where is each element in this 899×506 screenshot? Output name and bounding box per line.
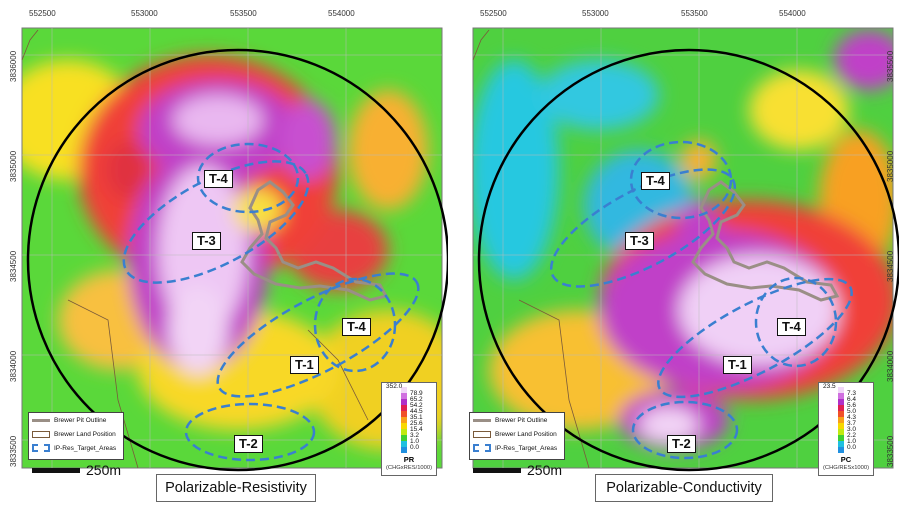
right-scale-label: 250m: [527, 462, 563, 478]
left-x-tick-3: 554000: [328, 9, 355, 18]
left-x-tick-0: 552500: [29, 9, 56, 18]
right-y-tick-3: 3834000: [886, 350, 895, 382]
right-target-label-t4-east: T-4: [777, 318, 806, 336]
conductivity-map: [472, 27, 899, 472]
legend-label-pit: Brewer Pit Outline: [495, 416, 548, 424]
right-cbar-tick-1: 7.3: [847, 390, 857, 397]
left-x-tick-1: 553000: [131, 9, 158, 18]
right-y-tick-2: 3834500: [886, 250, 895, 282]
right-cbar-tick-8: 2.2: [847, 432, 857, 439]
right-x-tick-1: 553000: [582, 9, 609, 18]
left-cbar-tick-7: 15.4: [410, 426, 423, 433]
right-y-tick-1: 3835000: [886, 150, 895, 182]
right-cbar-tick-0: 23.5: [823, 383, 836, 390]
right-cbar-units-title: PC: [840, 455, 852, 464]
left-cbar-tick-1: 78.9: [410, 390, 423, 397]
right-y-tick-4: 3833500: [886, 435, 895, 467]
right-cbar-tick-4: 5.0: [847, 408, 857, 415]
right-land-lines: [472, 29, 590, 469]
legend-label-land: Brewer Land Position: [495, 430, 557, 438]
right-y-tick-0: 3835500: [886, 50, 895, 82]
right-brewer-pit-outline: [691, 180, 840, 302]
right-cbar-tick-9: 1.0: [847, 438, 857, 445]
right-scale-bar-line: [473, 467, 521, 473]
pit-outline-swatch: [473, 418, 491, 422]
right-panel-title: Polarizable-Conductivity: [595, 474, 773, 502]
left-colorbar-ramp: [401, 387, 407, 453]
legend-item-pit-outline: Brewer Pit Outline: [29, 413, 123, 427]
right-cbar-tick-10: 0.0: [847, 444, 857, 451]
right-x-tick-0: 552500: [480, 9, 507, 18]
left-map-legend: Brewer Pit Outline Brewer Land Position …: [28, 412, 124, 460]
right-cbar-tick-6: 3.7: [847, 420, 857, 427]
left-map-panel: 552500 553000 553500 554000 3836000 3835…: [8, 0, 448, 506]
left-y-tick-1: 3835000: [9, 150, 18, 182]
left-target-label-t1: T-1: [290, 356, 319, 374]
right-colorbar: 23.5 7.3 6.4 5.6 5.0 4.3 3.7 3.0 2.2 1.0…: [818, 382, 874, 476]
legend-label-targets: IP-Res_Target_Areas: [54, 444, 117, 452]
left-y-tick-0: 3836000: [9, 50, 18, 82]
left-target-label-t4-north: T-4: [204, 170, 233, 188]
left-cbar-tick-9: 1.0: [410, 438, 420, 445]
left-panel-title: Polarizable-Resistivity: [156, 474, 316, 502]
right-cbar-tick-7: 3.0: [847, 426, 857, 433]
left-scale-bar: 250m: [32, 462, 121, 478]
left-cbar-tick-5: 35.1: [410, 414, 423, 421]
left-y-tick-4: 3833500: [9, 435, 18, 467]
right-target-areas: [549, 140, 853, 460]
right-x-tick-2: 553500: [681, 9, 708, 18]
right-scale-bar: 250m: [473, 462, 562, 478]
left-y-tick-3: 3834000: [9, 350, 18, 382]
right-survey-circle: [477, 48, 899, 472]
right-target-label-t2: T-2: [667, 435, 696, 453]
left-cbar-tick-4: 44.5: [410, 408, 423, 415]
right-target-label-t4-north: T-4: [641, 172, 670, 190]
left-x-tick-2: 553500: [230, 9, 257, 18]
legend-item-land: Brewer Land Position: [29, 427, 123, 441]
left-y-tick-2: 3834500: [9, 250, 18, 282]
pit-outline-swatch: [32, 418, 50, 422]
resistivity-map: [21, 27, 448, 472]
legend-item-land: Brewer Land Position: [470, 427, 564, 441]
target-area-swatch: [32, 444, 50, 452]
right-target-label-t3: T-3: [625, 232, 654, 250]
land-position-swatch: [32, 430, 50, 438]
legend-label-pit: Brewer Pit Outline: [54, 416, 107, 424]
left-cbar-tick-6: 25.6: [410, 420, 423, 427]
right-x-tick-3: 554000: [779, 9, 806, 18]
legend-item-targets: IP-Res_Target_Areas: [470, 441, 564, 455]
right-cbar-units-sub: (CHG/RESx1000): [822, 465, 870, 471]
legend-label-land: Brewer Land Position: [54, 430, 116, 438]
target-area-swatch: [473, 444, 491, 452]
left-cbar-tick-3: 54.2: [410, 402, 423, 409]
right-target-label-t1: T-1: [723, 356, 752, 374]
left-target-label-t3: T-3: [192, 232, 221, 250]
left-target-label-t2: T-2: [234, 435, 263, 453]
left-cbar-tick-0: 352.0: [386, 383, 403, 390]
left-grid: [22, 28, 442, 468]
left-cbar-tick-2: 65.2: [410, 396, 423, 403]
left-cbar-units-sub: (CHGxRES/1000): [385, 465, 433, 471]
left-target-areas: [122, 142, 420, 462]
right-cbar-tick-3: 5.6: [847, 402, 857, 409]
left-colorbar: 352.0 78.9 65.2 54.2 44.5 35.1 25.6 15.4…: [381, 382, 437, 476]
right-map-legend: Brewer Pit Outline Brewer Land Position …: [469, 412, 565, 460]
left-target-label-t4-east: T-4: [342, 318, 371, 336]
right-cbar-tick-2: 6.4: [847, 396, 857, 403]
resistivity-heatmap: [22, 28, 442, 468]
legend-label-targets: IP-Res_Target_Areas: [495, 444, 558, 452]
left-survey-circle: [26, 48, 448, 472]
left-cbar-tick-8: 3.2: [410, 432, 420, 439]
left-scale-label: 250m: [86, 462, 122, 478]
right-colorbar-ramp: [838, 387, 844, 453]
left-scale-bar-line: [32, 467, 80, 473]
left-cbar-tick-10: 0.0: [410, 444, 420, 451]
land-position-swatch: [473, 430, 491, 438]
legend-item-pit-outline: Brewer Pit Outline: [470, 413, 564, 427]
left-cbar-units-title: PR: [403, 455, 415, 464]
right-map-panel: 552500 553000 553500 554000 3835500 3835…: [459, 0, 899, 506]
legend-item-targets: IP-Res_Target_Areas: [29, 441, 123, 455]
right-cbar-tick-5: 4.3: [847, 414, 857, 421]
